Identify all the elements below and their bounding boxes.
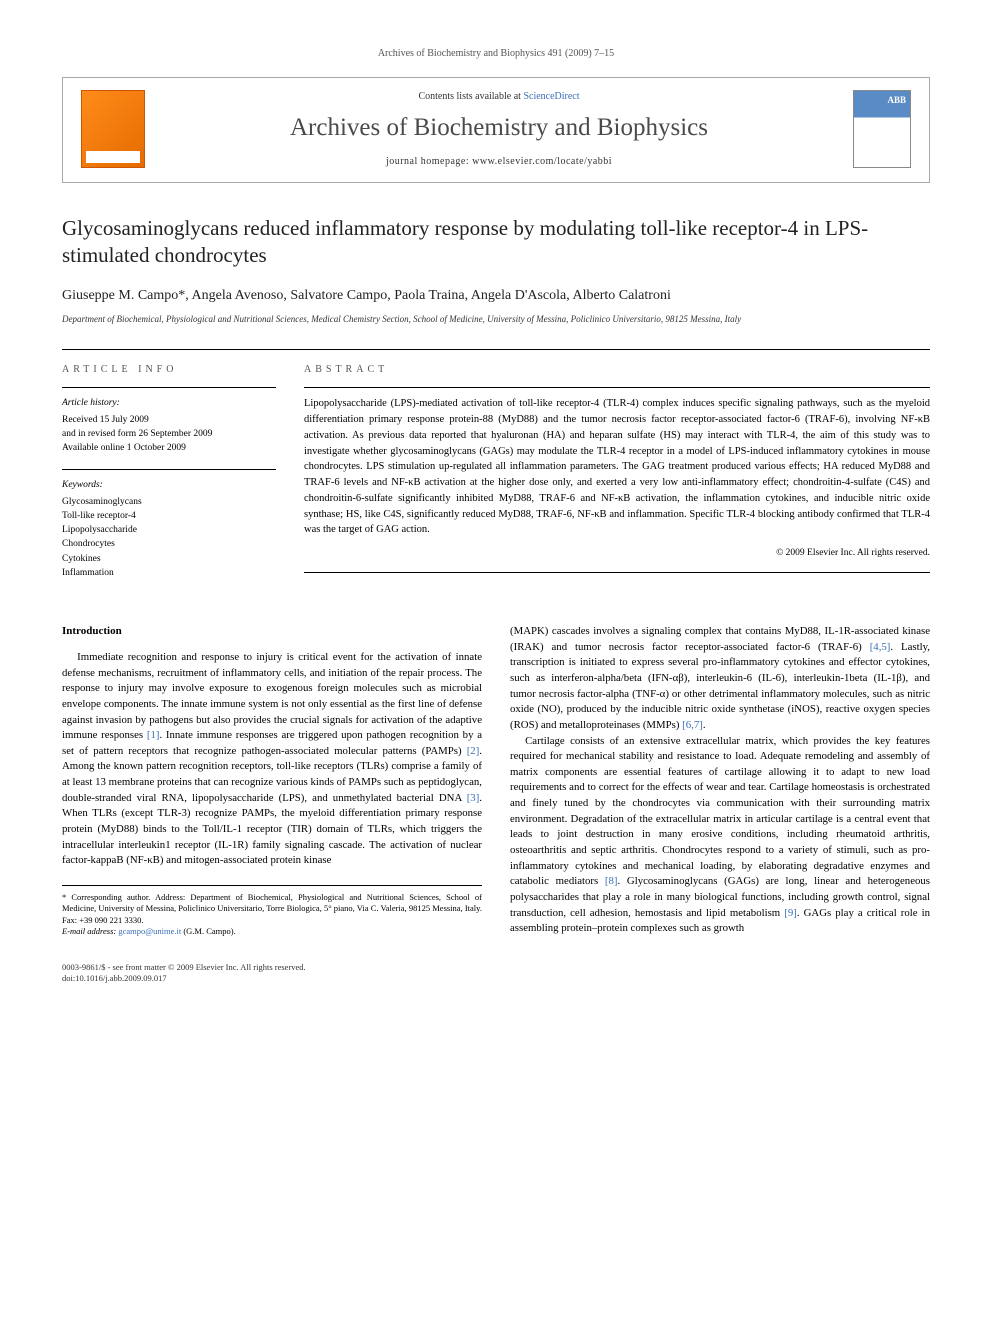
footnote-block: * Corresponding author. Address: Departm… xyxy=(62,885,482,938)
history-line: Received 15 July 2009 xyxy=(62,413,276,427)
keywords-heading: Keywords: xyxy=(62,478,276,492)
abstract-label: ABSTRACT xyxy=(304,364,930,375)
keyword: Toll-like receptor-4 xyxy=(62,509,276,523)
introduction-heading: Introduction xyxy=(62,624,482,640)
article-history-heading: Article history: xyxy=(62,396,276,410)
homepage-url[interactable]: www.elsevier.com/locate/yabbi xyxy=(472,156,612,167)
footer-front-matter: 0003-9861/$ - see front matter © 2009 El… xyxy=(62,962,930,973)
contents-prefix: Contents lists available at xyxy=(418,91,523,102)
homepage-prefix: journal homepage: xyxy=(386,156,472,167)
abstract-text: Lipopolysaccharide (LPS)-mediated activa… xyxy=(304,387,930,538)
body-text-columns: Introduction Immediate recognition and r… xyxy=(62,624,930,938)
info-abstract-row: ARTICLE INFO Article history: Received 1… xyxy=(62,349,930,594)
journal-header-center: Contents lists available at ScienceDirec… xyxy=(161,91,837,167)
contents-available-line: Contents lists available at ScienceDirec… xyxy=(161,91,837,102)
keywords-block: Keywords: Glycosaminoglycans Toll-like r… xyxy=(62,469,276,580)
journal-cover-thumbnail xyxy=(853,90,911,168)
page-footer: 0003-9861/$ - see front matter © 2009 El… xyxy=(62,962,930,985)
keyword: Glycosaminoglycans xyxy=(62,495,276,509)
keyword: Inflammation xyxy=(62,566,276,580)
body-paragraph: Cartilage consists of an extensive extra… xyxy=(510,734,930,937)
body-paragraph: Immediate recognition and response to in… xyxy=(62,650,482,869)
sciencedirect-link[interactable]: ScienceDirect xyxy=(523,91,579,102)
author-list: Giuseppe M. Campo*, Angela Avenoso, Salv… xyxy=(62,288,930,304)
article-info-label: ARTICLE INFO xyxy=(62,364,276,375)
email-suffix: (G.M. Campo). xyxy=(181,926,236,936)
corresponding-author-footnote: * Corresponding author. Address: Departm… xyxy=(62,892,482,926)
abstract-column: ABSTRACT Lipopolysaccharide (LPS)-mediat… xyxy=(304,364,930,594)
email-label: E-mail address: xyxy=(62,926,118,936)
journal-homepage-line: journal homepage: www.elsevier.com/locat… xyxy=(161,156,837,167)
keyword: Cytokines xyxy=(62,552,276,566)
footer-doi: doi:10.1016/j.abb.2009.09.017 xyxy=(62,973,930,984)
abstract-bottom-rule xyxy=(304,572,930,573)
running-header: Archives of Biochemistry and Biophysics … xyxy=(62,48,930,59)
body-paragraph: (MAPK) cascades involves a signaling com… xyxy=(510,624,930,733)
article-history-block: Article history: Received 15 July 2009 a… xyxy=(62,387,276,455)
affiliation: Department of Biochemical, Physiological… xyxy=(62,314,930,326)
keyword: Lipopolysaccharide xyxy=(62,523,276,537)
article-title: Glycosaminoglycans reduced inflammatory … xyxy=(62,215,930,270)
history-line: and in revised form 26 September 2009 xyxy=(62,427,276,441)
history-line: Available online 1 October 2009 xyxy=(62,441,276,455)
email-footnote: E-mail address: gcampo@unime.it (G.M. Ca… xyxy=(62,926,482,937)
elsevier-logo xyxy=(81,90,145,168)
journal-header-box: Contents lists available at ScienceDirec… xyxy=(62,77,930,183)
email-link[interactable]: gcampo@unime.it xyxy=(118,926,181,936)
keyword: Chondrocytes xyxy=(62,537,276,551)
abstract-copyright: © 2009 Elsevier Inc. All rights reserved… xyxy=(304,548,930,558)
journal-title: Archives of Biochemistry and Biophysics xyxy=(161,114,837,142)
article-info-column: ARTICLE INFO Article history: Received 1… xyxy=(62,364,276,594)
